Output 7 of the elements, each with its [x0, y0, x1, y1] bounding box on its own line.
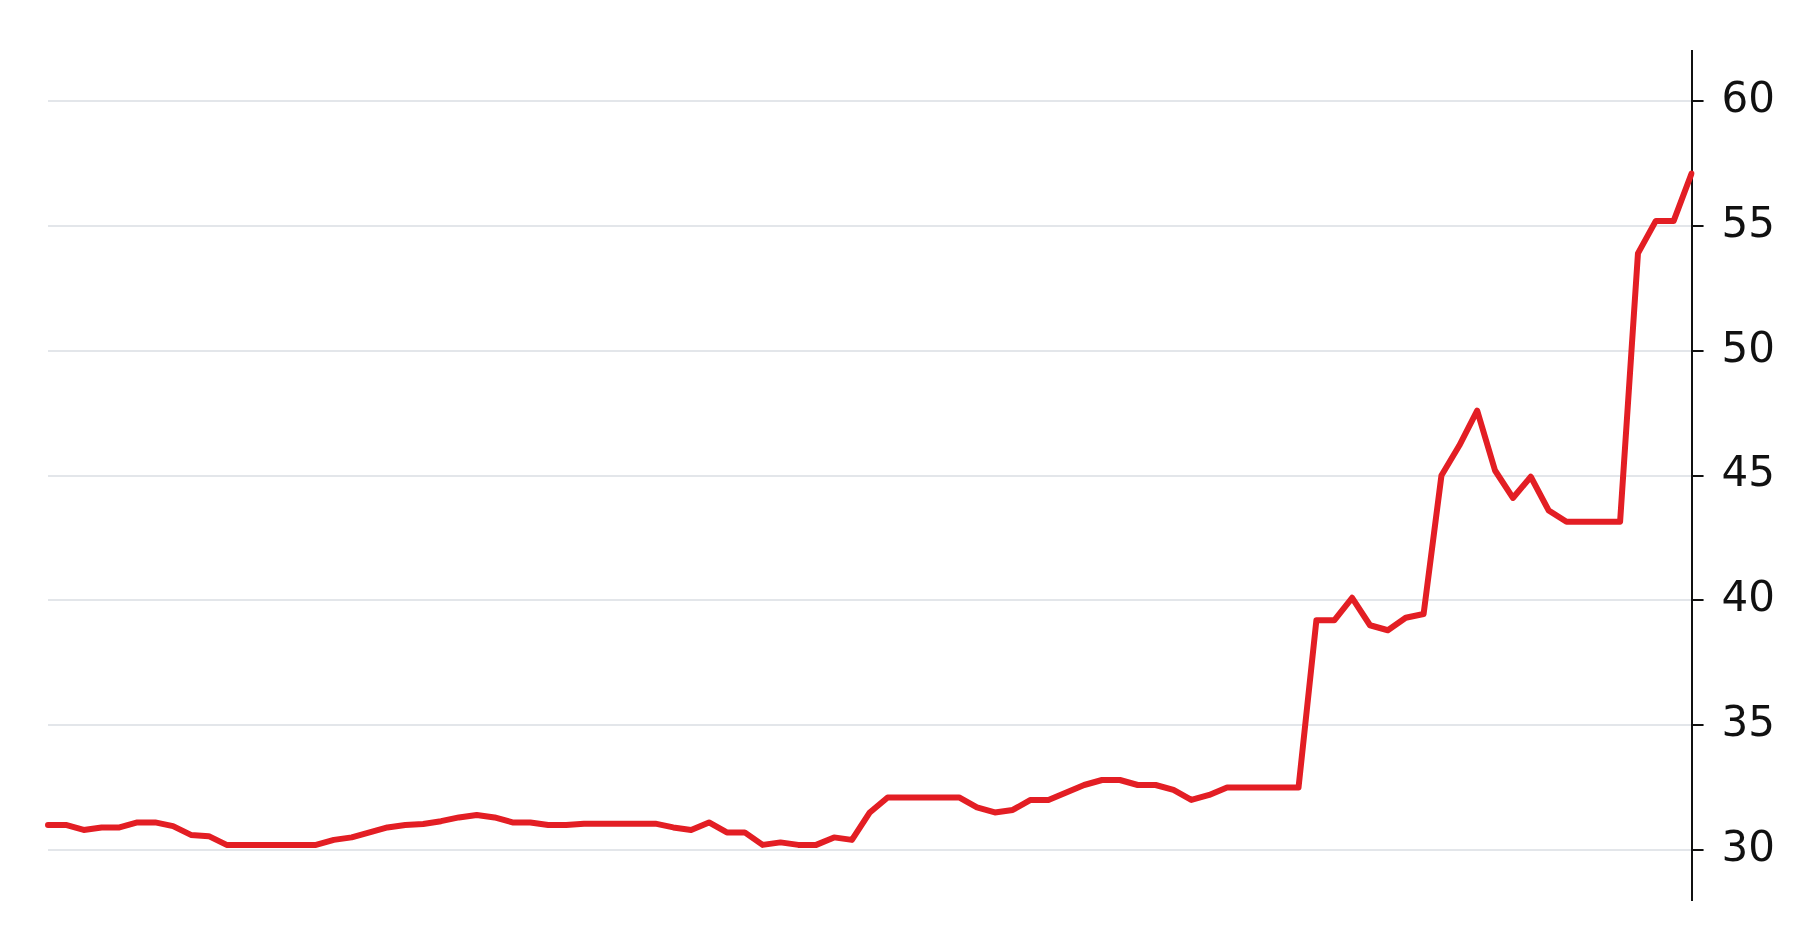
- y-tick-label: 40: [1721, 572, 1776, 622]
- y-tick-label: 30: [1721, 821, 1776, 871]
- y-tick-label: 35: [1721, 696, 1776, 746]
- y-tick-label: 45: [1721, 447, 1776, 497]
- y-tick-label: 55: [1721, 197, 1776, 247]
- y-tick-label: 60: [1721, 73, 1776, 123]
- y-tick-label: 50: [1721, 322, 1776, 372]
